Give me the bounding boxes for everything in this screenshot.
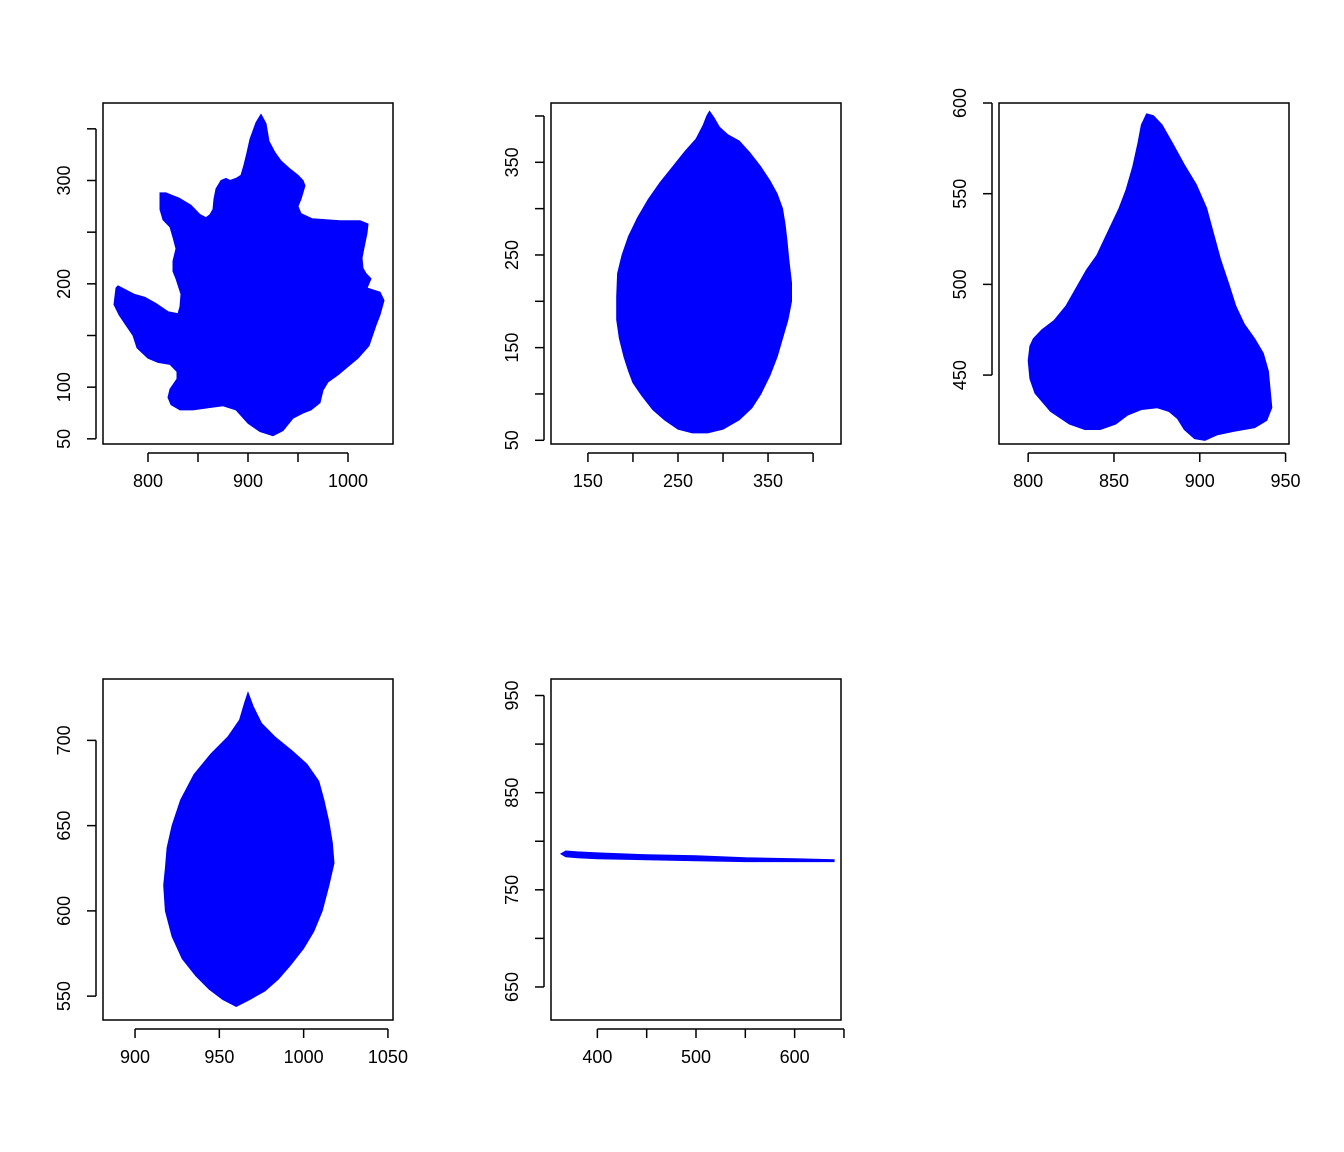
y-tick-label: 550	[950, 179, 970, 209]
leaf-shape	[1027, 113, 1273, 441]
y-tick-label: 650	[502, 972, 522, 1002]
panel-5: 400 500 600 650 750 850 950	[502, 678, 845, 1067]
leaf-shape	[559, 850, 835, 863]
x-tick-label: 850	[1099, 471, 1129, 491]
leaf-shape	[113, 113, 385, 437]
panel-3: 800 850 900 950 450 500 550 600	[950, 88, 1301, 491]
y-tick-label: 50	[54, 429, 74, 449]
y-tick-label: 150	[502, 333, 522, 363]
x-tick-label: 350	[753, 471, 783, 491]
x-tick-label: 800	[133, 471, 163, 491]
y-tick-label: 300	[54, 165, 74, 195]
plot-frame	[998, 102, 1290, 445]
y-tick-label: 700	[54, 725, 74, 755]
plot-frame	[102, 678, 394, 1021]
y-tick-label: 550	[54, 981, 74, 1011]
x-tick-label: 950	[1271, 471, 1301, 491]
y-tick-label: 750	[502, 875, 522, 905]
y-tick-label: 50	[502, 430, 522, 450]
x-tick-label: 900	[1185, 471, 1215, 491]
leaf-shape	[163, 691, 335, 1007]
x-tick-label: 400	[582, 1047, 612, 1067]
x-tick-label: 900	[233, 471, 263, 491]
y-tick-label: 100	[54, 372, 74, 402]
leaf-shape	[616, 110, 792, 434]
x-tick-label: 250	[663, 471, 693, 491]
y-tick-label: 350	[502, 147, 522, 177]
plot-frame	[102, 102, 394, 445]
x-tick-label: 900	[120, 1047, 150, 1067]
panel-4: 900 950 1000 1050 550 600 650 700	[54, 678, 408, 1067]
y-tick-label: 250	[502, 240, 522, 270]
y-tick-label: 850	[502, 778, 522, 808]
y-tick-label: 200	[54, 269, 74, 299]
x-tick-label: 150	[573, 471, 603, 491]
x-tick-label: 800	[1013, 471, 1043, 491]
y-tick-label: 500	[950, 269, 970, 299]
x-tick-label: 1000	[328, 471, 368, 491]
x-tick-label: 1050	[368, 1047, 408, 1067]
plot-frame	[550, 102, 842, 445]
y-tick-label: 600	[950, 88, 970, 118]
panel-1: 800 900 1000 50 100 200 300	[54, 102, 394, 491]
y-tick-label: 650	[54, 811, 74, 841]
panel-2: 150 250 350 50 150 250 350	[502, 102, 842, 491]
y-tick-label: 450	[950, 360, 970, 390]
x-tick-label: 1000	[284, 1047, 324, 1067]
plot-frame	[550, 678, 842, 1021]
y-tick-label: 600	[54, 896, 74, 926]
x-tick-label: 600	[780, 1047, 810, 1067]
x-tick-label: 500	[681, 1047, 711, 1067]
y-tick-label: 950	[502, 680, 522, 710]
x-tick-label: 950	[204, 1047, 234, 1067]
